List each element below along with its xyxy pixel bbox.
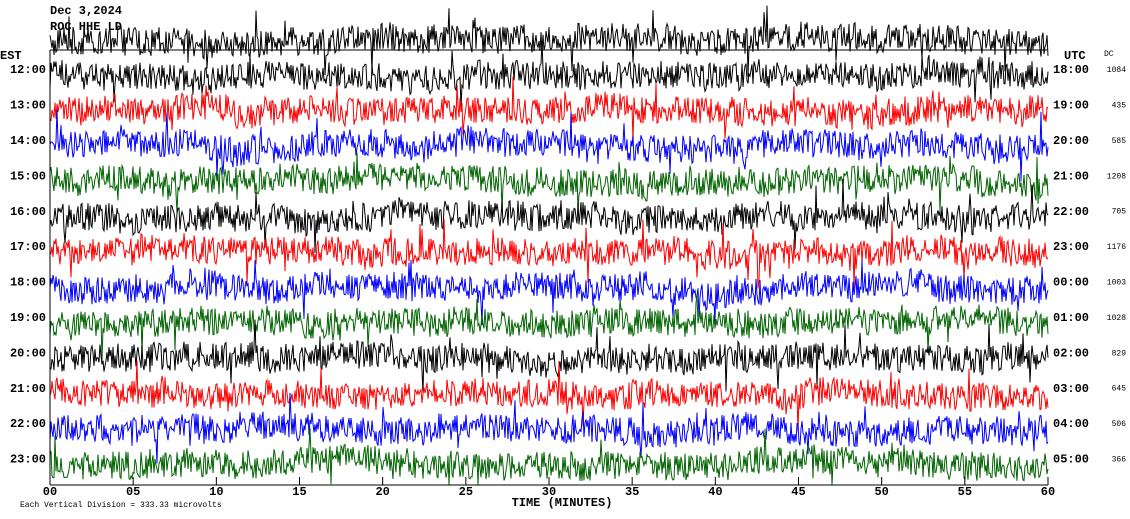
- est-label: 15:00: [10, 169, 46, 183]
- dc-label: 1176: [1107, 243, 1126, 252]
- dc-label: 1003: [1107, 279, 1126, 288]
- dc-label: 829: [1112, 349, 1127, 358]
- trace: [49, 179, 1049, 254]
- trace: [49, 152, 1049, 214]
- x-tick-label: 55: [958, 485, 972, 499]
- dc-label: 506: [1112, 420, 1127, 429]
- x-tick-label: 10: [209, 485, 223, 499]
- trace: [49, 218, 1049, 289]
- utc-label: 21:00: [1053, 169, 1089, 183]
- date-label: Dec 3,2024: [50, 4, 122, 18]
- station-label: ROC HHE LD: [50, 20, 122, 34]
- est-label: 18:00: [10, 276, 46, 290]
- utc-label: 04:00: [1053, 417, 1089, 431]
- trace: [49, 319, 1049, 394]
- utc-label: 22:00: [1053, 205, 1089, 219]
- trace: [49, 392, 1049, 464]
- est-title: EST: [0, 49, 22, 63]
- dc-label: 435: [1112, 102, 1127, 111]
- x-tick-label: 45: [791, 485, 805, 499]
- dc-label: 1208: [1107, 172, 1126, 181]
- est-label: 12:00: [10, 63, 46, 77]
- trace: [49, 5, 1049, 77]
- est-label: 21:00: [10, 382, 46, 396]
- est-label: 23:00: [10, 453, 46, 467]
- trace: [49, 76, 1049, 143]
- est-label: 19:00: [10, 311, 46, 325]
- utc-label: 01:00: [1053, 311, 1089, 325]
- dc-label: 645: [1112, 385, 1127, 394]
- trace: [49, 360, 1049, 432]
- utc-label: 02:00: [1053, 346, 1089, 360]
- x-tick-label: 20: [375, 485, 389, 499]
- x-tick-label: 05: [126, 485, 140, 499]
- trace: [49, 294, 1049, 361]
- dc-label: 705: [1112, 208, 1127, 217]
- utc-label: 03:00: [1053, 382, 1089, 396]
- x-tick-label: 15: [292, 485, 306, 499]
- utc-label: 20:00: [1053, 134, 1089, 148]
- x-tick-label: 40: [708, 485, 722, 499]
- footer-note: Each Vertical Division = 333.33 microvol…: [20, 501, 222, 510]
- trace: [49, 427, 1049, 486]
- trace: [49, 109, 1049, 182]
- est-label: 13:00: [10, 99, 46, 113]
- x-tick-label: 00: [43, 485, 57, 499]
- utc-label: 19:00: [1053, 99, 1089, 113]
- x-tick-label: 50: [874, 485, 888, 499]
- dc-label: 585: [1112, 137, 1127, 146]
- dc-label: 366: [1112, 456, 1127, 465]
- dc-title: DC: [1104, 50, 1114, 59]
- x-tick-label: 60: [1041, 485, 1055, 499]
- trace: [49, 41, 1049, 108]
- est-label: 14:00: [10, 134, 46, 148]
- utc-label: 00:00: [1053, 276, 1089, 290]
- x-tick-label: 25: [459, 485, 473, 499]
- utc-label: 05:00: [1053, 453, 1089, 467]
- utc-label: 23:00: [1053, 240, 1089, 254]
- x-tick-label: 30: [542, 485, 556, 499]
- utc-title: UTC: [1064, 49, 1086, 63]
- est-label: 22:00: [10, 417, 46, 431]
- est-label: 17:00: [10, 240, 46, 254]
- dc-label: 1028: [1107, 314, 1126, 323]
- est-label: 20:00: [10, 346, 46, 360]
- trace: [49, 259, 1049, 325]
- utc-label: 18:00: [1053, 63, 1089, 77]
- est-label: 16:00: [10, 205, 46, 219]
- x-axis-label: TIME (MINUTES): [512, 496, 613, 510]
- dc-label: 1084: [1107, 66, 1126, 75]
- x-tick-label: 35: [625, 485, 639, 499]
